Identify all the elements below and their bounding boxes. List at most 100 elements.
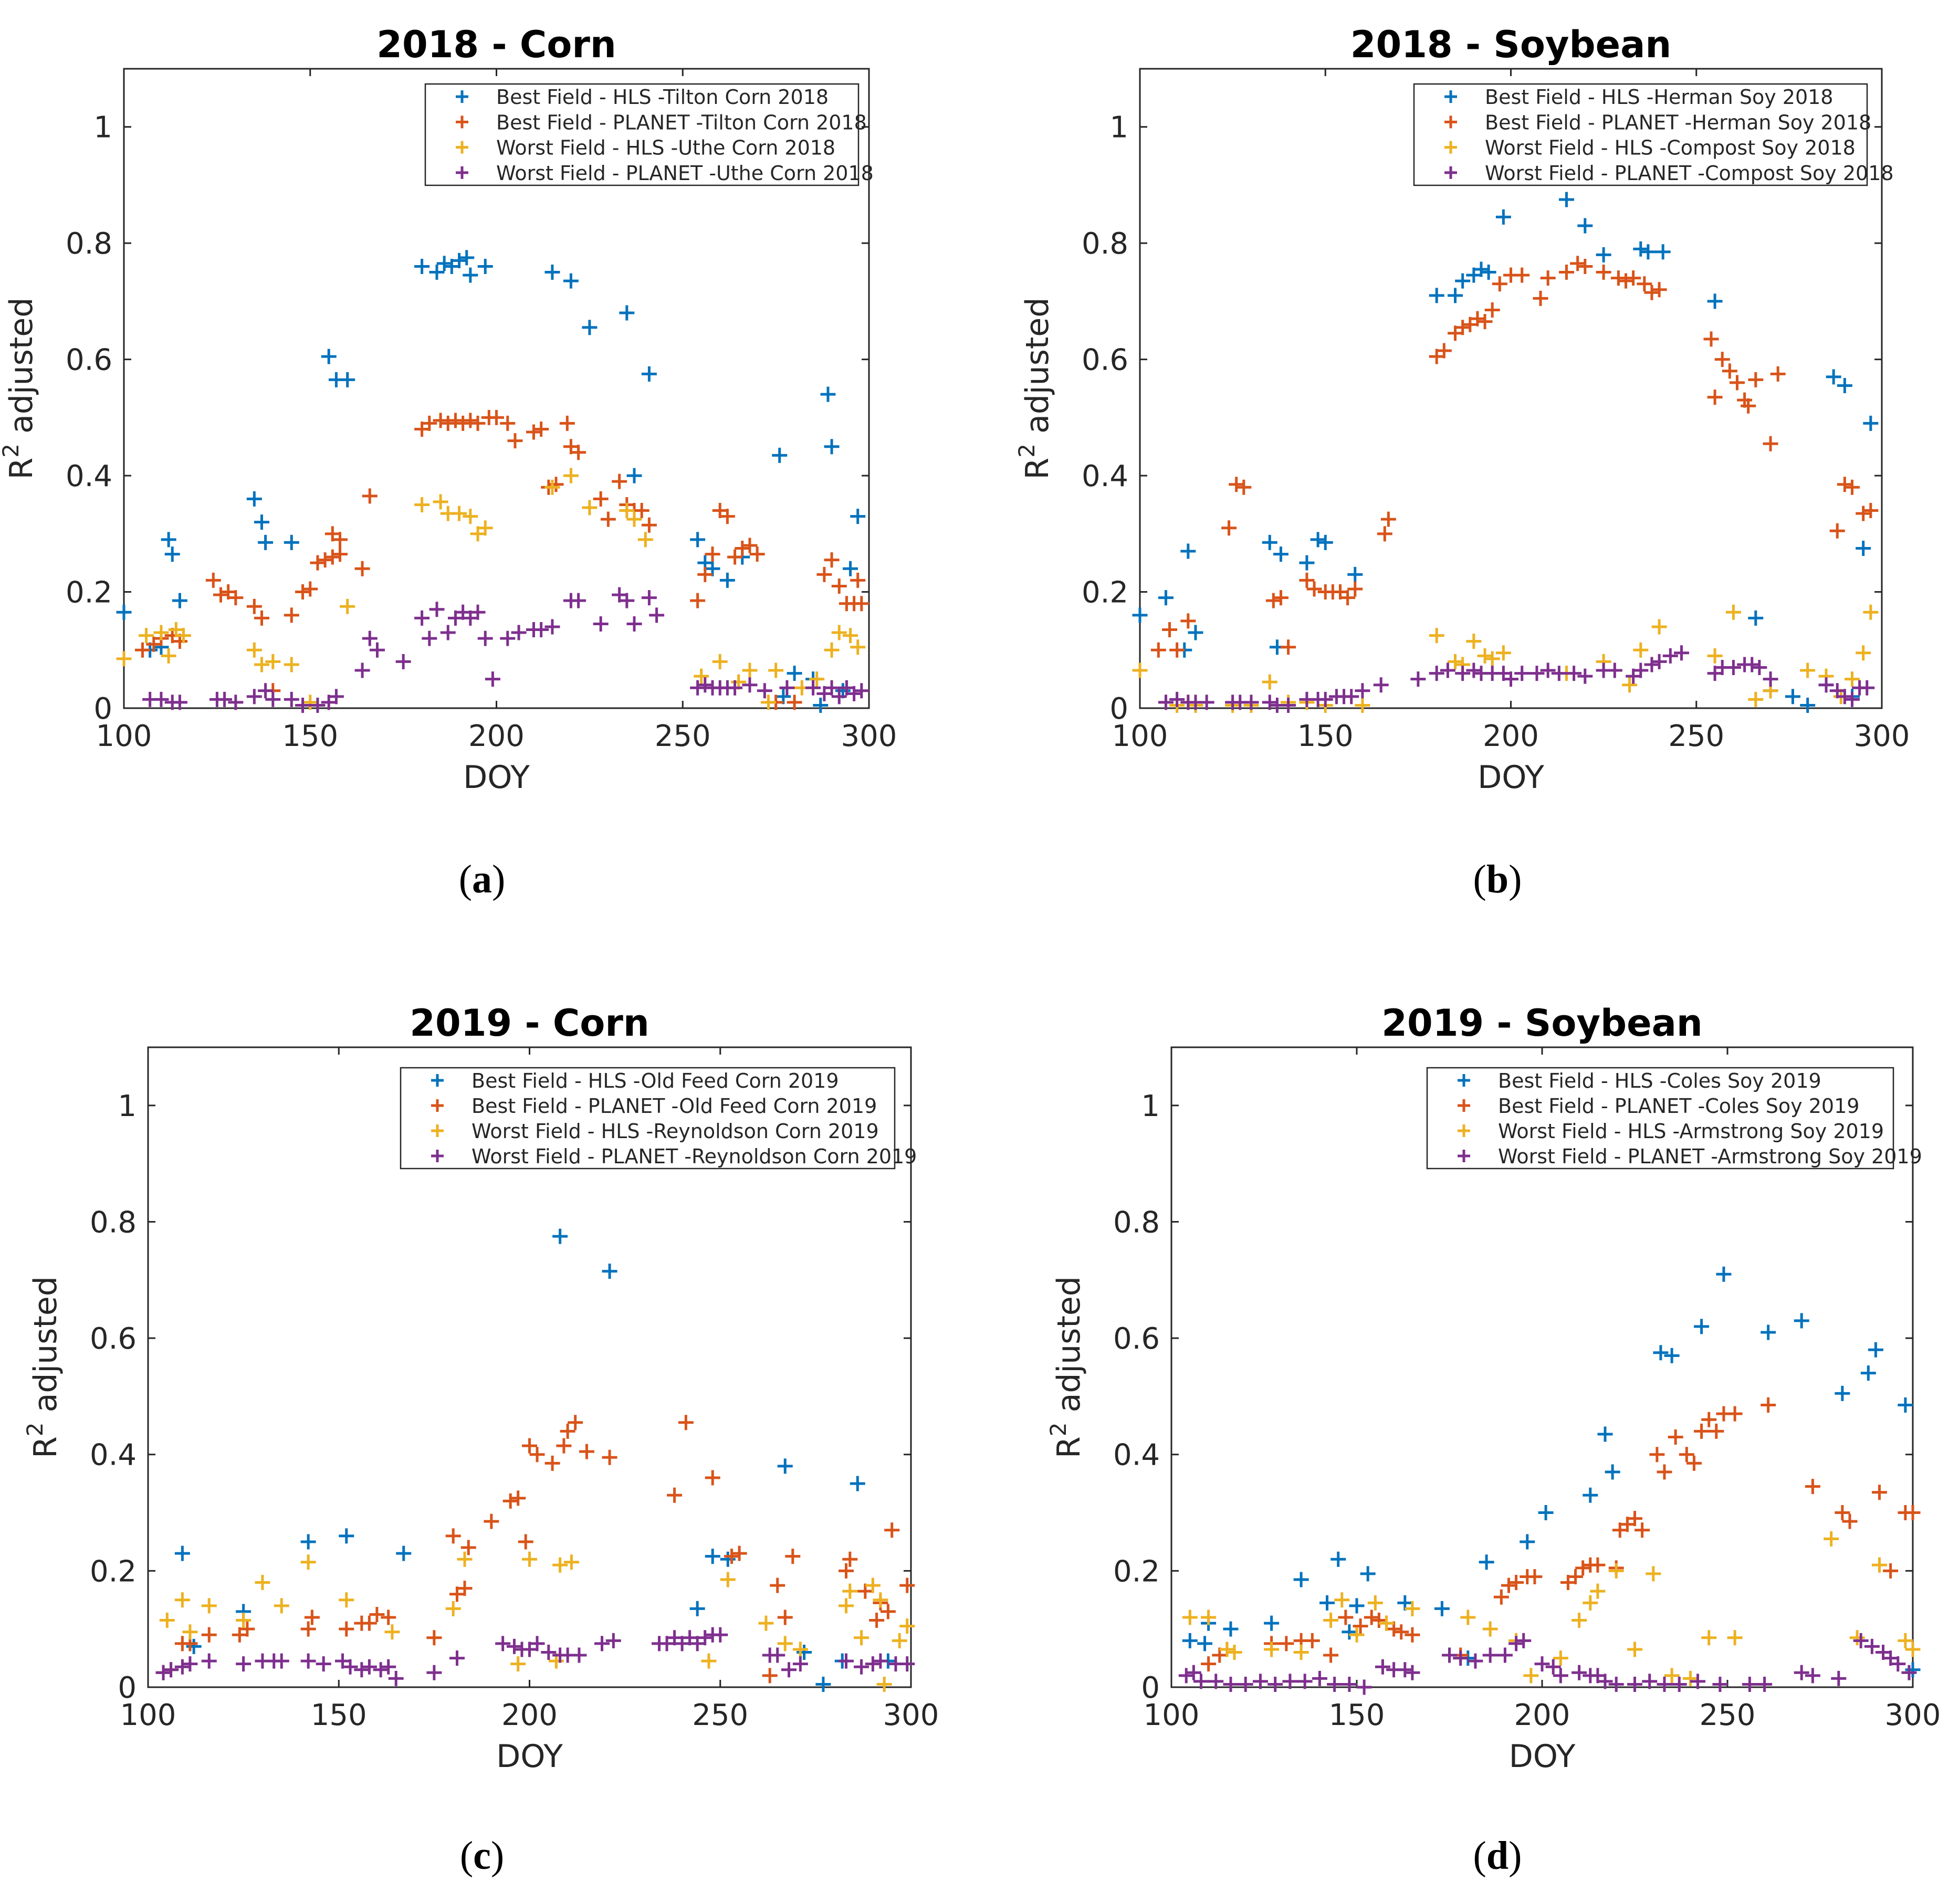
data-point [641,366,657,382]
data-point [876,1676,892,1692]
panel-label-open: ( [459,857,472,901]
data-point [1410,671,1426,687]
data-point [593,616,609,632]
data-point [1553,1668,1568,1684]
data-point [265,691,281,707]
data-point [1864,1638,1880,1654]
series-2 [134,409,869,710]
legend-marker [1444,90,1457,103]
data-point [182,1656,198,1672]
data-point [824,552,840,568]
data-point [172,593,187,608]
data-point [1619,1517,1635,1532]
data-point [1482,1647,1498,1663]
x-tick-label: 100 [1112,719,1168,753]
data-point [705,1549,720,1564]
y-tick-label: 1 [93,111,112,145]
data-point [316,1656,331,1672]
data-point [824,680,840,696]
data-point [1752,659,1767,675]
data-point [1553,1650,1568,1666]
data-point [1527,1569,1543,1584]
data-point [182,1624,198,1640]
panel-label: (b) [1473,857,1522,901]
data-point [246,642,262,658]
data-point [246,491,262,507]
data-point [1223,1621,1239,1637]
data-point [600,511,616,527]
y-tick-label: 0.2 [1113,1554,1160,1589]
x-axis-label: DOY [496,1738,563,1775]
data-point [254,514,270,530]
data-point [777,1458,793,1474]
data-point [770,1577,785,1593]
x-tick-label: 300 [883,1698,939,1732]
x-tick-label: 200 [468,719,525,753]
data-point [1707,390,1723,405]
legend-marker [431,1124,444,1137]
data-point [254,657,270,672]
data-point [809,671,825,687]
y-tick-label: 0.2 [90,1554,137,1589]
data-point [582,320,598,335]
data-point [560,1423,575,1439]
legend-entry: Worst Field - HLS -Armstrong Soy 2019 [1498,1120,1884,1143]
y-tick-label: 0.4 [1082,459,1128,493]
data-point [1673,645,1689,661]
data-point [1748,610,1764,626]
data-point [742,677,758,693]
data-point [1633,662,1649,678]
x-axis-label: DOY [1509,1738,1576,1775]
data-point [1905,1505,1921,1521]
data-point [1429,349,1444,364]
data-point [455,604,471,620]
data-point [1826,369,1841,385]
data-point [899,1618,915,1634]
data-point [470,604,486,620]
data-point [1455,666,1471,681]
data-point [659,1636,675,1651]
data-point [449,1586,465,1602]
data-point [612,587,627,603]
legend-marker [1444,166,1457,179]
data-point [507,433,523,449]
data-point [1282,1674,1298,1689]
data-point [552,1228,568,1244]
data-point [1367,1595,1383,1611]
data-point [779,680,795,696]
data-point [1818,677,1834,693]
data-point [489,409,504,425]
data-point [155,1665,171,1680]
y-tick-label: 0.8 [90,1205,137,1239]
data-point [1508,1575,1524,1591]
data-point [201,1598,217,1614]
legend-marker [431,1150,444,1162]
data-point [619,305,635,321]
data-point [1197,1636,1213,1651]
data-point [328,689,344,704]
data-point [445,1601,461,1616]
data-point [1132,607,1148,623]
data-point [1297,1674,1313,1689]
data-point [869,1613,885,1628]
data-point [522,1551,537,1567]
series-2 [1150,256,1879,658]
data-point [1560,1575,1576,1591]
x-tick-label: 200 [501,1698,558,1732]
data-point [1169,642,1185,658]
data-point [116,604,132,620]
data-point [1293,1645,1309,1660]
data-point [1497,1647,1513,1663]
data-point [201,1627,217,1643]
y-tick-label: 0.8 [1082,227,1128,261]
data-point [373,1662,389,1678]
data-point [571,593,586,608]
data-point [174,1545,190,1561]
data-point [854,1659,869,1675]
data-point [899,1577,915,1593]
data-point [719,572,735,588]
data-point [777,1610,793,1625]
data-point [1355,697,1370,713]
data-point [865,1577,881,1593]
data-point [1876,1645,1891,1660]
